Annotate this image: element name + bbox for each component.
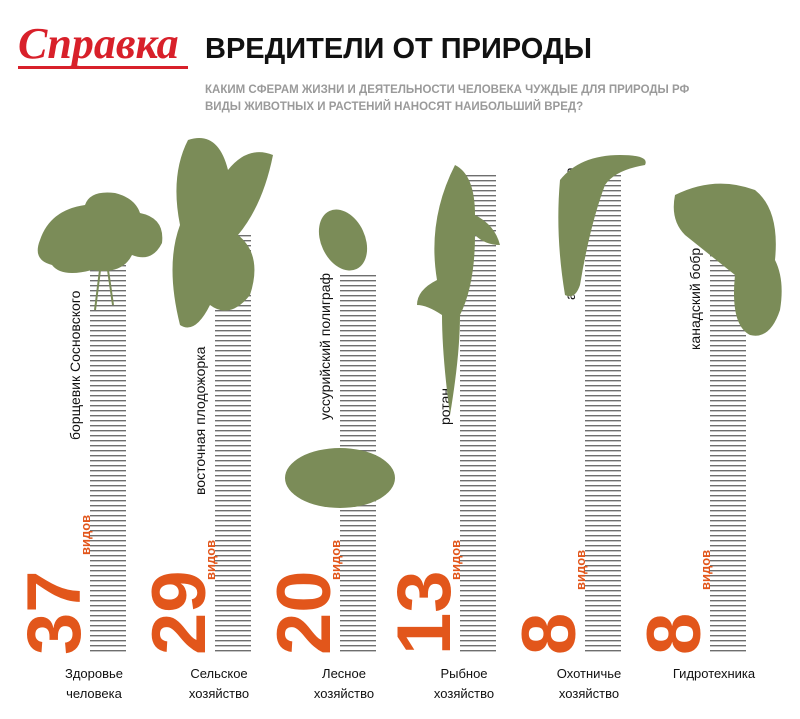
- beetle-silhouette: [285, 448, 395, 508]
- unit: видов: [78, 515, 93, 555]
- fish-silhouette: [417, 165, 500, 415]
- value: 37: [12, 570, 97, 655]
- unit: видов: [698, 550, 713, 590]
- unit: видов: [203, 540, 218, 580]
- unit: видов: [573, 550, 588, 590]
- sector: Лесное: [322, 666, 366, 681]
- unit: видов: [448, 540, 463, 580]
- species: канадский бобр: [687, 248, 703, 350]
- subtitle-line: ВИДЫ ЖИВОТНЫХ И РАСТЕНИЙ НАНОСЯТ НАИБОЛЬ…: [205, 100, 583, 113]
- silhouettes: [37, 138, 782, 508]
- sector: Рыбное: [440, 666, 487, 681]
- sector: хозяйство: [314, 686, 374, 701]
- species: уссурийский полиграф: [317, 273, 333, 420]
- mink-silhouette: [558, 155, 646, 297]
- sector: хозяйство: [434, 686, 494, 701]
- sector: хозяйство: [559, 686, 619, 701]
- beetle-silhouette: [318, 209, 368, 271]
- species: борщевик Сосновского: [67, 290, 83, 440]
- subtitle-line: КАКИМ СФЕРАМ ЖИЗНИ И ДЕЯТЕЛЬНОСТИ ЧЕЛОВЕ…: [205, 84, 690, 96]
- sector: Здоровье: [65, 666, 123, 681]
- sector: человека: [66, 686, 122, 701]
- unit: видов: [328, 540, 343, 580]
- value: 20: [262, 570, 347, 655]
- value: 29: [137, 570, 222, 655]
- value: 13: [382, 570, 467, 655]
- sector: хозяйство: [189, 686, 249, 701]
- logo: Справка: [18, 19, 179, 68]
- species: восточная плодожорка: [192, 346, 208, 495]
- value: 8: [632, 613, 717, 655]
- value: 8: [507, 613, 592, 655]
- plant-stem: [94, 269, 114, 311]
- sector: Охотничье: [557, 666, 621, 681]
- striped-column: [585, 165, 621, 655]
- title: ВРЕДИТЕЛИ ОТ ПРИРОДЫ: [205, 33, 592, 65]
- sector: Сельское: [190, 666, 247, 681]
- logo-rule: [18, 66, 188, 69]
- sector: Гидротехника: [673, 666, 756, 681]
- moth-silhouette: [172, 138, 273, 328]
- plant-silhouette: [37, 192, 163, 274]
- beaver-silhouette: [673, 183, 782, 336]
